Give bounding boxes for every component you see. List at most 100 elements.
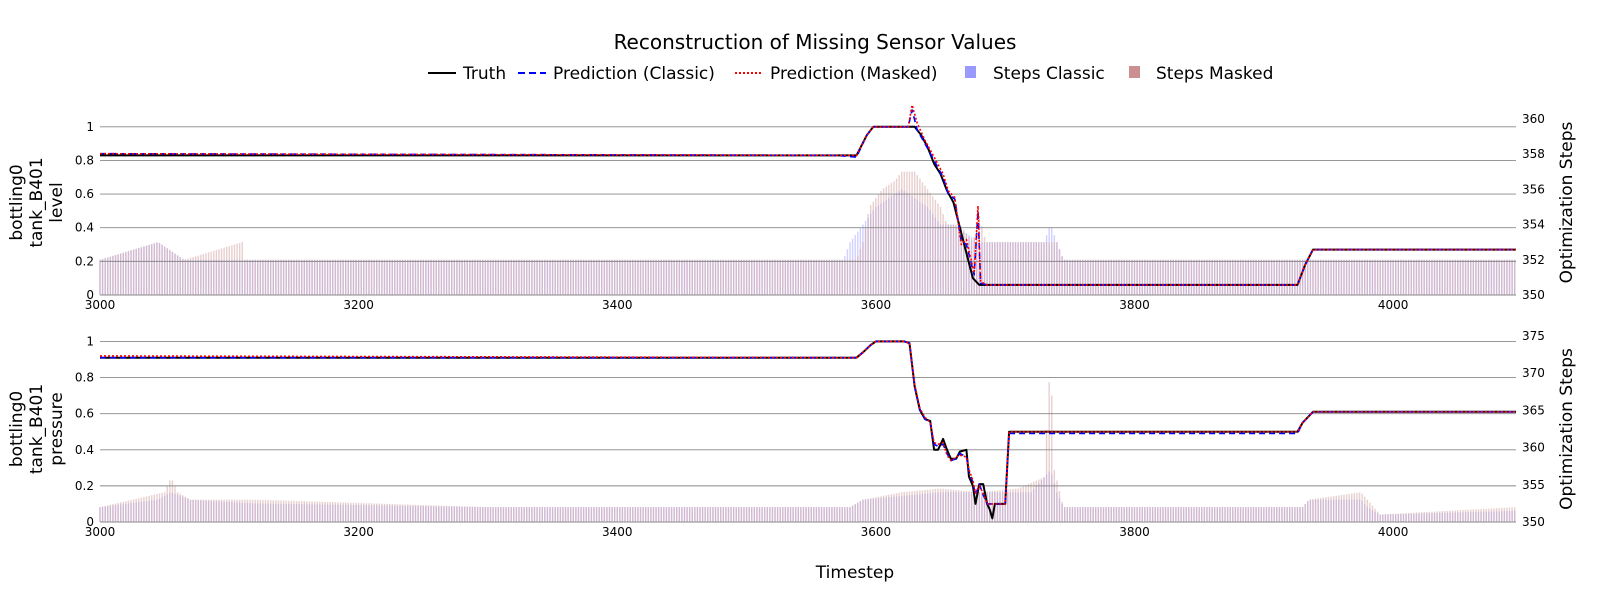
- y2-tick-label: 350: [1522, 515, 1545, 529]
- steps-masked-bar: [1014, 242, 1017, 295]
- steps-masked-bar: [1428, 259, 1431, 295]
- steps-masked-bar: [919, 490, 921, 522]
- steps-masked-bar: [774, 507, 776, 522]
- steps-masked-bar: [1433, 259, 1436, 295]
- x-tick-label: 3400: [602, 525, 633, 539]
- steps-masked-bar: [976, 226, 978, 295]
- steps-masked-bar: [588, 507, 590, 522]
- steps-masked-bar: [510, 507, 512, 522]
- steps-masked-bar: [598, 507, 600, 522]
- steps-masked-bar: [1477, 259, 1480, 295]
- steps-masked-bar: [288, 500, 290, 522]
- steps-masked-bar: [564, 259, 567, 295]
- steps-masked-bar: [932, 489, 934, 522]
- steps-masked-bar: [500, 259, 502, 295]
- steps-masked-bar: [1312, 499, 1314, 522]
- steps-masked-bar: [1234, 259, 1237, 295]
- steps-masked-bar: [365, 503, 368, 522]
- steps-masked-bar: [1201, 259, 1203, 295]
- steps-masked-bar: [394, 259, 396, 295]
- steps-masked-bar: [280, 500, 282, 522]
- steps-masked-bar: [761, 507, 763, 522]
- steps-masked-bar: [1387, 259, 1389, 295]
- steps-masked-bar: [670, 259, 673, 295]
- steps-masked-bar: [1162, 259, 1164, 295]
- steps-masked-bar: [1454, 259, 1456, 295]
- y2-tick-label: 352: [1522, 253, 1545, 267]
- steps-masked-bar: [676, 507, 678, 522]
- steps-masked-bar: [688, 259, 691, 295]
- steps-masked-bar: [727, 507, 730, 522]
- steps-masked-bar: [696, 259, 699, 295]
- steps-masked-bar: [1307, 501, 1309, 522]
- steps-masked-bar: [298, 501, 300, 522]
- steps-masked-bar: [1397, 513, 1400, 522]
- steps-masked-bar: [435, 259, 437, 295]
- steps-masked-bar: [572, 507, 575, 522]
- steps-masked-bar: [629, 259, 631, 295]
- steps-masked-bar: [1501, 507, 1503, 522]
- steps-masked-bar: [277, 500, 280, 522]
- steps-masked-bar: [1340, 495, 1343, 522]
- steps-masked-bar: [368, 259, 370, 295]
- steps-masked-bar: [1317, 259, 1319, 295]
- steps-masked-bar: [1457, 259, 1459, 295]
- steps-masked-bar: [311, 259, 313, 295]
- steps-masked-bar: [1485, 259, 1487, 295]
- steps-masked-bar: [114, 503, 117, 522]
- steps-masked-bar: [1247, 507, 1250, 522]
- steps-masked-bar: [913, 171, 916, 295]
- steps-masked-bar: [363, 259, 365, 295]
- steps-masked-bar: [497, 507, 500, 522]
- steps-masked-bar: [1175, 507, 1177, 522]
- steps-masked-bar: [528, 507, 531, 522]
- steps-masked-bar: [1056, 242, 1058, 295]
- steps-masked-bar: [1389, 513, 1392, 522]
- steps-masked-bar: [557, 507, 559, 522]
- steps-masked-bar: [621, 259, 624, 295]
- steps-masked-bar: [427, 259, 430, 295]
- steps-masked-bar: [652, 507, 655, 522]
- steps-masked-bar: [1395, 259, 1397, 295]
- steps-masked-bar: [960, 490, 962, 522]
- steps-masked-bar: [963, 229, 965, 295]
- steps-masked-bar: [526, 507, 528, 522]
- steps-masked-bar: [1361, 493, 1363, 522]
- steps-masked-bar: [673, 259, 675, 295]
- steps-masked-bar: [112, 255, 114, 295]
- steps-masked-bar: [577, 259, 580, 295]
- steps-masked-bar: [730, 507, 732, 522]
- steps-masked-bar: [1325, 259, 1327, 295]
- steps-masked-bar: [1363, 259, 1366, 295]
- steps-masked-bar: [502, 507, 505, 522]
- steps-masked-bar: [621, 507, 624, 522]
- steps-masked-bar: [546, 507, 549, 522]
- steps-masked-bar: [194, 256, 197, 295]
- steps-masked-bar: [117, 502, 119, 522]
- steps-masked-bar: [342, 502, 344, 522]
- steps-masked-bar: [293, 500, 295, 522]
- steps-masked-bar: [1066, 507, 1068, 522]
- steps-masked-bar: [399, 259, 401, 295]
- steps-masked-bar: [859, 501, 862, 522]
- steps-masked-bar: [743, 507, 745, 522]
- steps-masked-bar: [513, 259, 515, 295]
- steps-masked-bar: [254, 499, 256, 522]
- steps-masked-bar: [295, 501, 298, 522]
- steps-masked-bar: [1356, 492, 1358, 522]
- steps-masked-bar: [1224, 507, 1226, 522]
- steps-masked-bar: [595, 507, 598, 522]
- steps-masked-bar: [290, 259, 293, 295]
- steps-masked-bar: [833, 259, 836, 295]
- steps-masked-bar: [1226, 507, 1229, 522]
- steps-masked-bar: [355, 502, 357, 522]
- steps-masked-bar: [456, 506, 458, 522]
- steps-masked-bar: [458, 506, 461, 522]
- steps-masked-bar: [306, 501, 308, 522]
- steps-masked-bar: [732, 507, 735, 522]
- steps-masked-bar: [613, 507, 616, 522]
- steps-masked-bar: [1061, 256, 1063, 295]
- steps-masked-bar: [1182, 259, 1185, 295]
- steps-masked-bar: [805, 259, 807, 295]
- y2-tick-label: 360: [1522, 441, 1545, 455]
